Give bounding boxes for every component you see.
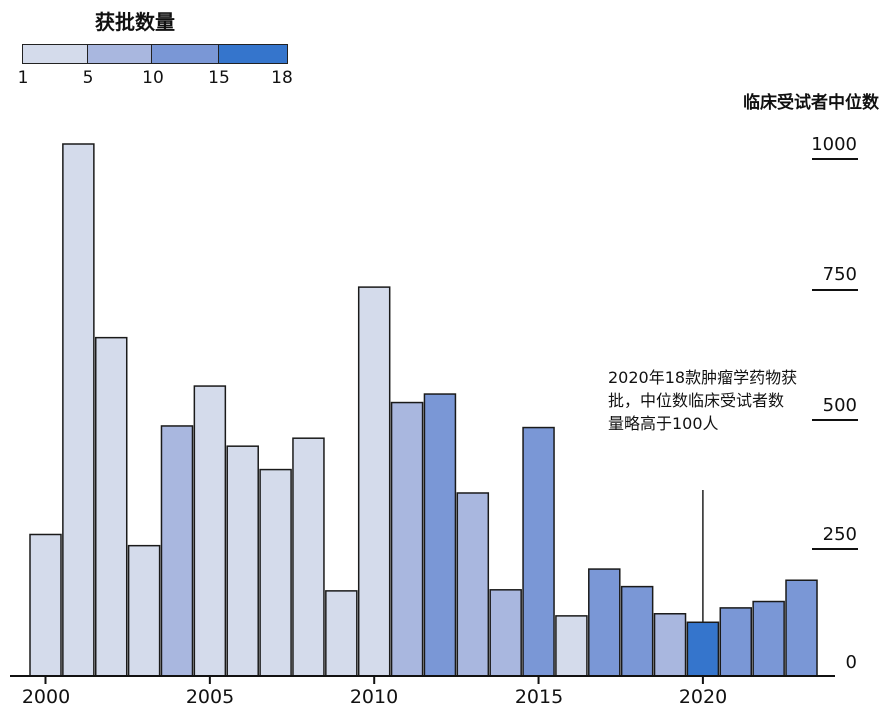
bar-2008 <box>292 437 325 677</box>
bar-2005 <box>193 385 227 677</box>
legend-segment-1 <box>23 45 88 63</box>
x-tick-label: 2015 <box>514 686 564 708</box>
bar-2001 <box>62 143 95 677</box>
bar-2021 <box>719 607 753 677</box>
bar-2012 <box>423 393 457 677</box>
x-tick-label: 2000 <box>21 686 71 708</box>
bar-2006 <box>226 445 259 677</box>
bar-2015 <box>522 426 555 677</box>
bar-2009 <box>325 590 358 677</box>
y-tick-line <box>812 158 858 160</box>
bar-2011 <box>390 401 424 677</box>
bar-2018 <box>620 585 654 677</box>
legend-tick-label: 5 <box>82 68 94 88</box>
bar-2019 <box>653 613 687 677</box>
y-tick-label: 250 <box>822 524 857 545</box>
y-tick-line <box>812 419 858 421</box>
legend-segment-4 <box>218 45 287 63</box>
bar-2017 <box>588 568 621 677</box>
x-ticks-group <box>44 676 704 684</box>
y-tick-label: 500 <box>822 395 857 416</box>
x-tick-label: 2005 <box>185 686 235 708</box>
bar-2007 <box>259 468 292 677</box>
annotation-text: 2020年18款肿瘤学药物获批，中位数临床受试者数量略高于100人 <box>608 368 798 433</box>
y-tick-label: 0 <box>845 652 857 673</box>
bar-2014 <box>489 589 522 677</box>
y-tick-label: 1000 <box>811 134 857 155</box>
bar-2000 <box>29 533 62 677</box>
y-tick-line <box>812 289 858 291</box>
legend-tick-label: 1 <box>17 68 29 88</box>
legend-color-scale <box>22 44 288 64</box>
y-tick-label: 750 <box>822 264 857 285</box>
bar-2003 <box>127 544 161 677</box>
x-tick-label: 2020 <box>678 686 728 708</box>
y-tick-line <box>812 548 858 550</box>
bar-2004 <box>160 425 194 677</box>
bar-2002 <box>94 336 128 677</box>
legend-segment-3 <box>152 45 219 63</box>
legend-segment-2 <box>87 45 153 63</box>
bar-2010 <box>357 286 391 677</box>
legend-tick-label: 18 <box>271 68 293 88</box>
bar-2023 <box>785 579 818 677</box>
bar-2016 <box>555 615 588 677</box>
legend-tick-label: 10 <box>142 68 164 88</box>
bar-2013 <box>456 492 490 677</box>
y-axis-title: 临床受试者中位数 <box>743 93 879 113</box>
legend-tick-label: 15 <box>208 68 230 88</box>
bar-2020 <box>686 621 720 677</box>
legend-title: 获批数量 <box>95 10 175 34</box>
bar-2022 <box>752 600 785 677</box>
bars-group <box>29 143 818 677</box>
x-tick-label: 2010 <box>349 686 399 708</box>
